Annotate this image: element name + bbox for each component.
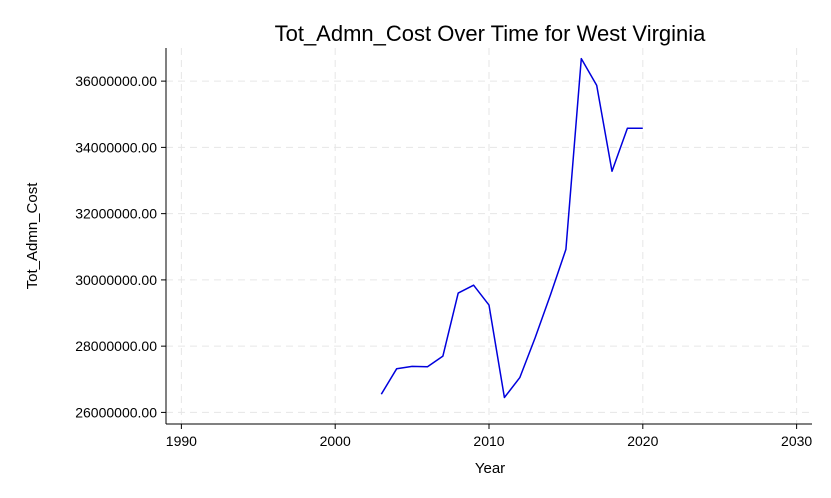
x-axis-label: Year [475, 460, 505, 477]
x-tick-label: 2010 [473, 433, 504, 449]
series-layer [380, 57, 643, 399]
chart-title: Tot_Admn_Cost Over Time for West Virgini… [275, 21, 707, 46]
y-tick-label: 34000000.00 [75, 139, 157, 155]
y-axis-label: Tot_Admn_Cost [24, 182, 41, 290]
y-tick-label: 28000000.00 [75, 338, 157, 354]
y-tick-label: 32000000.00 [75, 206, 157, 222]
y-tick-label: 30000000.00 [75, 272, 157, 288]
x-tick-label: 2020 [627, 433, 658, 449]
grid [166, 48, 812, 424]
x-tick-label: 2030 [781, 433, 812, 449]
x-tick-label: 2000 [320, 433, 351, 449]
y-tick-label: 26000000.00 [75, 404, 157, 420]
x-tick-label: 1990 [166, 433, 197, 449]
series-line [380, 57, 643, 399]
y-tick-label: 36000000.00 [75, 73, 157, 89]
axes: 26000000.00 28000000.00 30000000.00 3200000… [75, 48, 812, 449]
